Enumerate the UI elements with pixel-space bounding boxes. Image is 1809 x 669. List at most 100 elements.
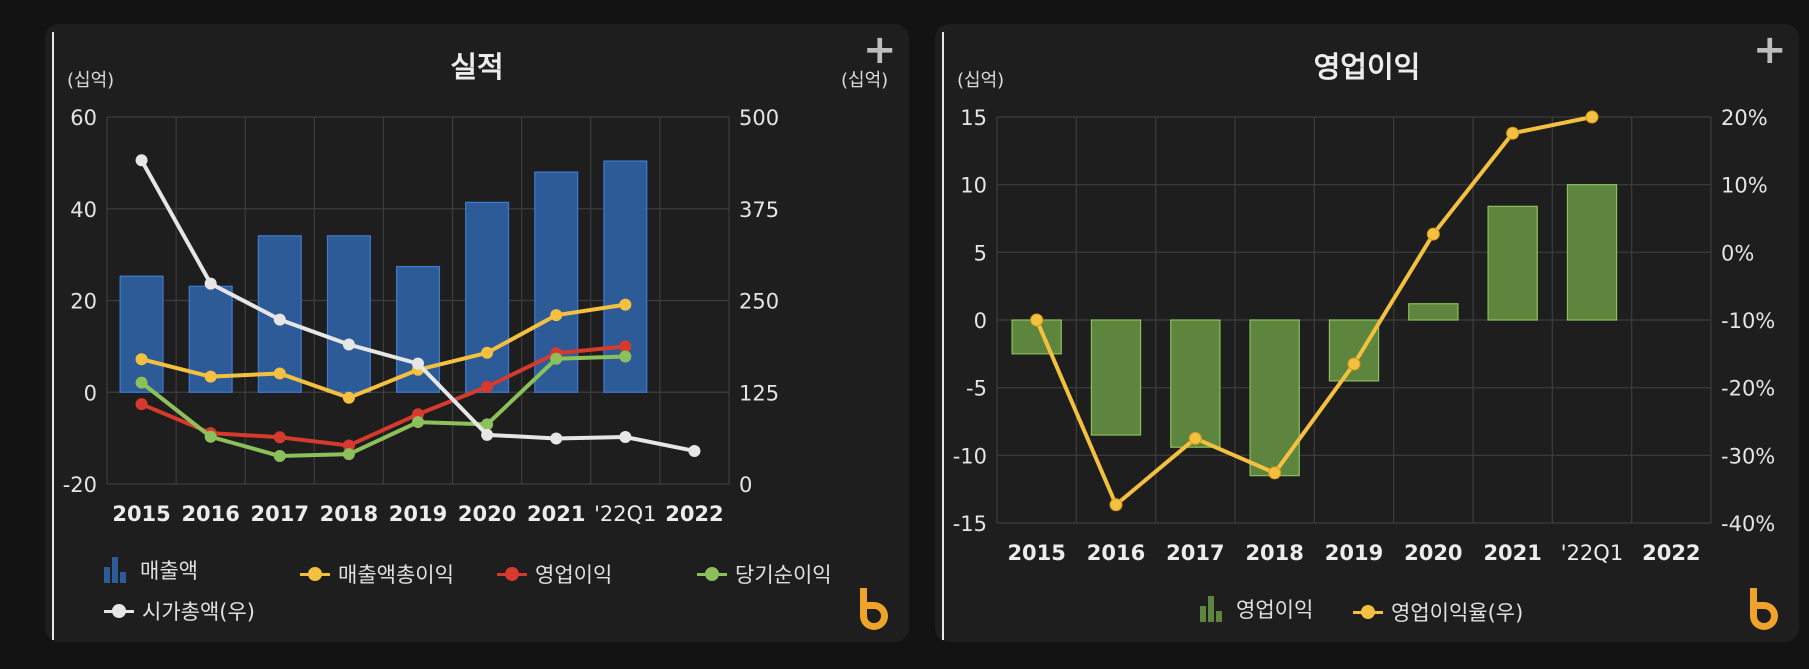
point-시가총액-우-2020: [481, 428, 494, 441]
line-series-icon: [697, 567, 727, 581]
bar-영업이익-22Q1: [1566, 184, 1618, 321]
category-label: '22Q1: [594, 502, 656, 526]
left-axis-unit: (십억): [957, 70, 1005, 91]
point-당기순이익-2018: [342, 448, 355, 461]
point-영업이익-2017: [273, 431, 286, 444]
category-label: 2017: [1166, 541, 1224, 565]
left-axis-tick-label: 15: [960, 106, 987, 130]
line-series-icon: [300, 567, 330, 581]
performance-chart-panel: 실적 + (십억) (십억) 60 40 20 0 -20 500 375 250 125 0 20…: [45, 24, 909, 642]
category-label: 2021: [527, 502, 585, 526]
point-영업이익율-우-2021: [1506, 126, 1520, 140]
right-axis-tick-label: 375: [739, 198, 779, 222]
right-axis-unit: (십억): [841, 70, 889, 91]
point-당기순이익-2015: [135, 376, 148, 389]
point-영업이익율-우-2018: [1268, 466, 1282, 480]
category-label: 2020: [1404, 541, 1462, 565]
category-label: 2016: [181, 502, 239, 526]
category-label: 2015: [1007, 541, 1065, 565]
point-매출액총이익-22Q1: [619, 298, 632, 311]
point-시가총액-우-22Q1: [619, 431, 632, 444]
category-label: 2016: [1087, 541, 1145, 565]
line-series-icon: [1353, 605, 1383, 619]
line-series-icon: [104, 604, 134, 618]
point-시가총액-우-2017: [273, 313, 286, 326]
category-label: 2017: [251, 502, 309, 526]
legend-item-시가총액-우[interactable]: 시가총액(우): [104, 596, 255, 626]
chart-title: 영업이익: [1313, 50, 1421, 84]
left-axis-tick-label: 40: [70, 198, 97, 222]
legend-item-당기순이익[interactable]: 당기순이익: [697, 559, 832, 589]
left-axis-tick-label: 60: [70, 106, 97, 130]
left-axis-tick-label: 20: [70, 290, 97, 314]
panel-left-border: [52, 32, 54, 640]
point-영업이익-2018: [342, 439, 355, 452]
legend-item-영업이익율-우[interactable]: 영업이익율(우): [1353, 597, 1523, 627]
brand-b-logo-icon: [860, 588, 888, 630]
point-영업이익율-우-2017: [1188, 431, 1202, 445]
legend-label: 영업이익: [1236, 598, 1314, 622]
left-axis-tick-label: -20: [63, 473, 97, 497]
right-axis-tick-label: -20%: [1721, 377, 1775, 401]
point-당기순이익-2021: [550, 352, 563, 365]
point-당기순이익-2016: [204, 430, 217, 443]
right-axis-tick-label: -30%: [1721, 444, 1775, 468]
bar-영업이익-2016: [1090, 319, 1142, 436]
bar-매출액-2020: [465, 201, 510, 393]
line-series-icon: [497, 567, 527, 581]
legend-label: 영업이익: [535, 563, 613, 587]
legend-label: 매출액총이익: [338, 563, 454, 587]
right-axis-tick-label: 10%: [1721, 174, 1768, 198]
point-영업이익율-우-2020: [1426, 227, 1440, 241]
point-당기순이익-2017: [273, 450, 286, 463]
point-시가총액-우-2022: [688, 444, 701, 457]
category-label: 2022: [1642, 541, 1700, 565]
legend-item-영업이익[interactable]: 영업이익: [497, 559, 612, 589]
category-label: 2020: [458, 502, 516, 526]
operating-profit-chart: 15 10 5 0 -5 -10 -15 20% 10% 0% -10% -20% -30% -40% 20…: [953, 106, 1776, 565]
line-당기순이익: [140, 354, 626, 459]
left-axis-tick-label: 0: [974, 309, 987, 333]
point-매출액총이익-2018: [342, 391, 355, 404]
point-시가총액-우-2019: [412, 357, 424, 370]
left-axis-tick-label: -10: [953, 444, 987, 468]
line-영업이익율-우: [1034, 115, 1593, 507]
line-매출액총이익: [141, 302, 626, 400]
point-영업이익율-우-2019: [1347, 357, 1361, 371]
point-영업이익율-우-2015: [1030, 313, 1044, 327]
point-당기순이익-22Q1: [619, 350, 632, 363]
legend-item-매출액총이익[interactable]: 매출액총이익: [300, 559, 454, 589]
legend-label: 매출액: [140, 559, 198, 583]
point-영업이익율-우-2016: [1109, 498, 1123, 512]
plus-icon[interactable]: +: [1753, 27, 1787, 73]
left-axis-unit: (십억): [67, 70, 115, 91]
right-axis-tick-label: 0%: [1721, 241, 1754, 265]
plus-icon[interactable]: +: [863, 27, 897, 73]
legend-item-매출액[interactable]: 매출액: [104, 555, 198, 585]
bar-영업이익-2020: [1408, 303, 1459, 321]
category-label: 2021: [1483, 541, 1541, 565]
point-시가총액-우-2021: [550, 432, 563, 445]
right-axis-tick-label: 500: [739, 106, 779, 130]
right-axis-tick-label: 20%: [1721, 106, 1768, 130]
point-시가총액-우-2016: [204, 277, 217, 290]
category-label: '22Q1: [1561, 541, 1623, 565]
operating-profit-chart-panel: 영업이익 + (십억) 15 10 5 0 -5 -10 -15 20% 10% 0% -10% -2…: [935, 24, 1799, 642]
performance-chart: 60 40 20 0 -20 500 375 250 125 0 2015 2016 2017 2018 2…: [63, 106, 779, 526]
left-axis-tick-label: 5: [974, 241, 987, 265]
point-영업이익-2020: [481, 380, 494, 393]
point-영업이익-2015: [135, 398, 148, 411]
point-매출액총이익-2015: [135, 353, 148, 366]
category-label: 2018: [1245, 541, 1303, 565]
legend-item-영업이익[interactable]: 영업이익: [1200, 594, 1313, 624]
left-axis-tick-label: 0: [84, 381, 97, 405]
point-매출액총이익-2017: [273, 367, 286, 380]
legend-label: 당기순이익: [735, 563, 832, 587]
bar-영업이익-2021: [1487, 205, 1538, 321]
category-label: 2018: [320, 502, 378, 526]
point-시가총액-우-2015: [135, 154, 148, 167]
category-label: 2019: [1325, 541, 1383, 565]
panel-left-border: [942, 32, 944, 640]
right-axis-tick-label: -10%: [1721, 309, 1775, 333]
left-axis-tick-label: -15: [953, 512, 987, 536]
